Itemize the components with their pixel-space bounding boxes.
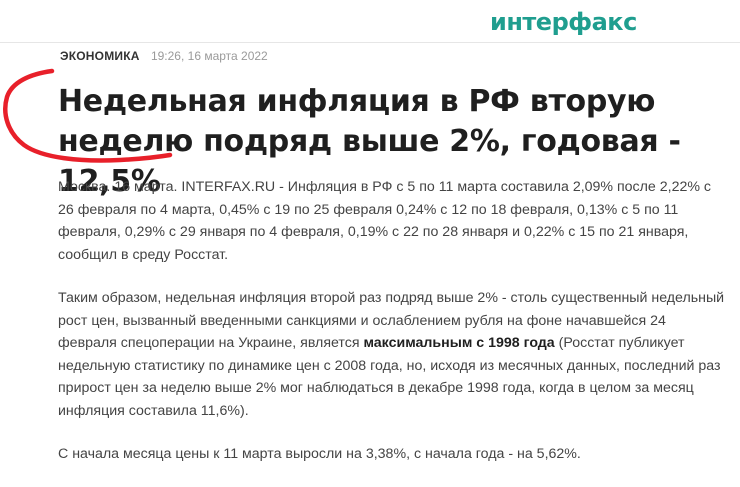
interfax-logo[interactable]: интерфакс (490, 8, 637, 36)
article-body: Москва. 16 марта. INTERFAX.RU - Инфляция… (58, 176, 728, 487)
paragraph-2-tail: (Росстат публикует недельную статистику … (58, 335, 721, 419)
article-paragraph-2: Таким образом, недельная инфляция второй… (58, 287, 728, 422)
header-divider (0, 42, 740, 43)
publish-datetime: 19:26, 16 марта 2022 (150, 49, 268, 63)
article-meta: ЭКОНОМИКА 19:26, 16 марта 2022 (60, 48, 268, 64)
paragraph-2-highlight: максимальным с 1998 года (363, 335, 555, 351)
article-paragraph-3: С начала месяца цены к 11 марта выросли … (58, 446, 581, 462)
section-label[interactable]: ЭКОНОМИКА (60, 49, 140, 63)
article-paragraph-1: Москва. 16 марта. INTERFAX.RU - Инфляция… (58, 179, 712, 263)
paragraph-2-lead: Таким образом, недельная инфляция второй… (58, 290, 725, 351)
